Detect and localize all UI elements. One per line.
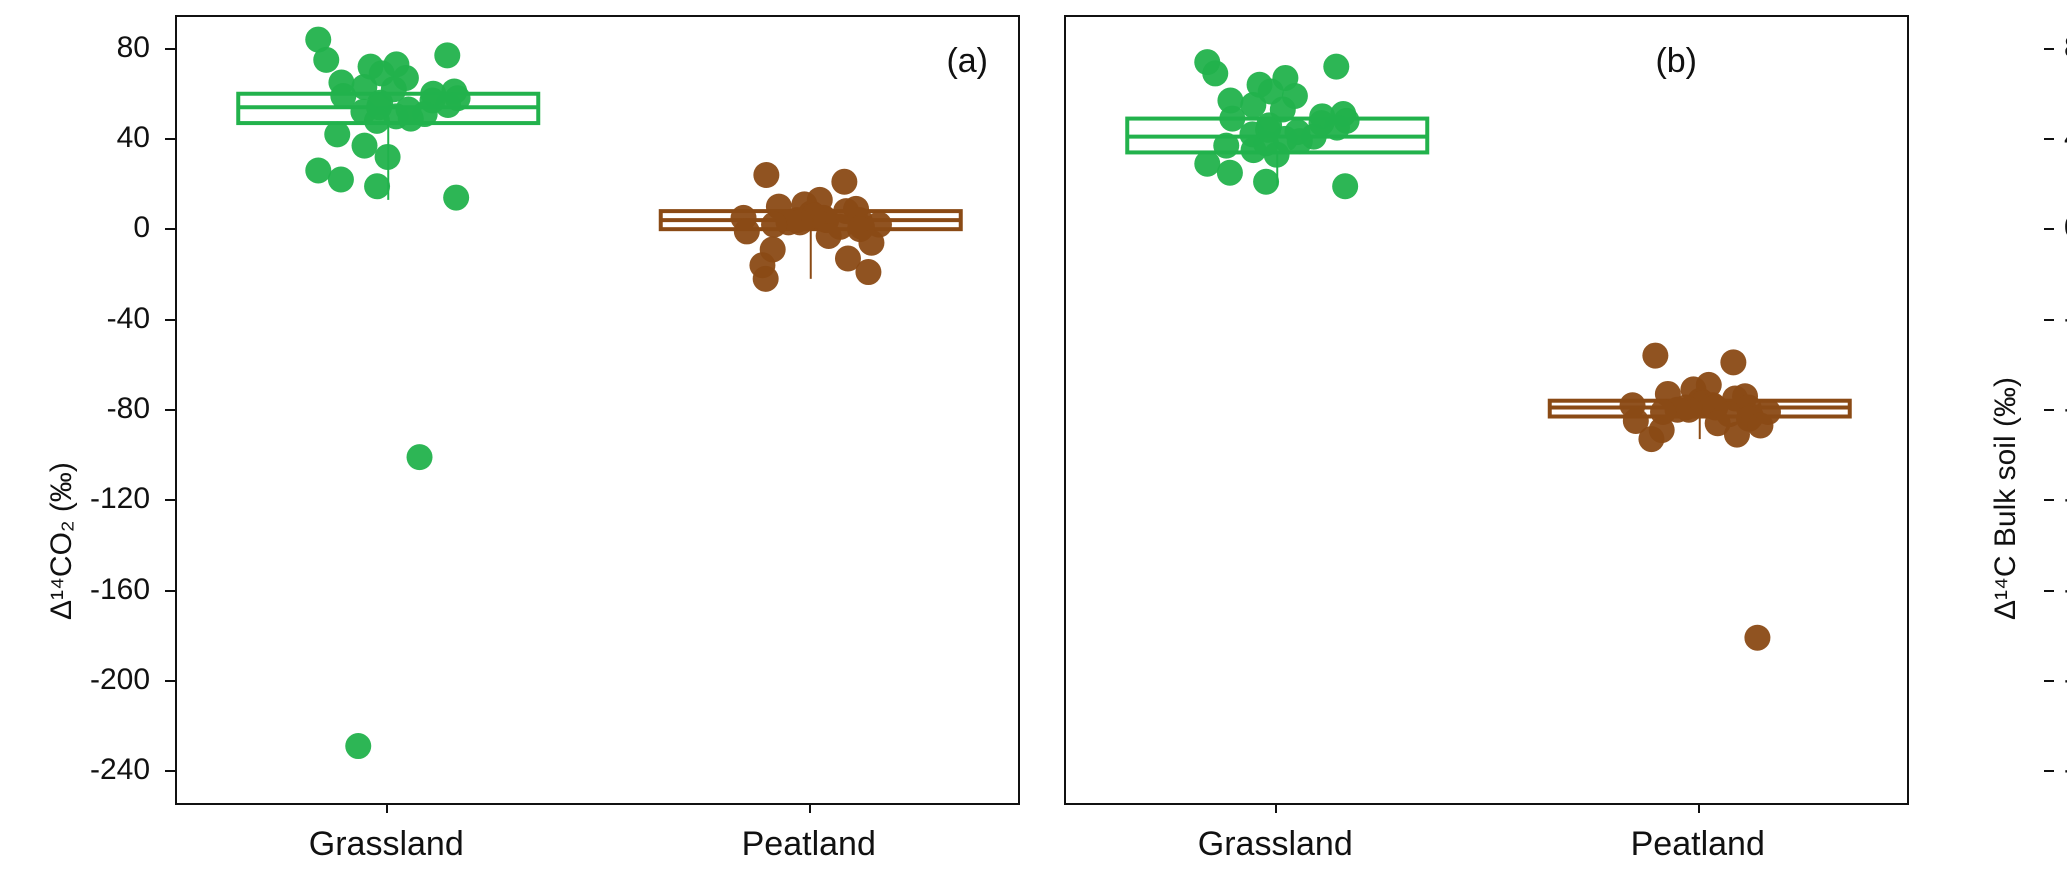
y-tick-mark [2044,680,2054,682]
data-point-grassland[interactable] [1194,151,1220,177]
data-point-peatland[interactable] [787,209,813,235]
data-point-grassland[interactable] [1323,54,1349,80]
data-point-peatland[interactable] [831,169,857,195]
data-point-peatland[interactable] [816,223,842,249]
data-point-grassland[interactable] [1213,133,1239,159]
data-point-peatland[interactable] [1724,422,1750,448]
y-tick-mark [165,590,175,592]
x-axis-label-grassland: Grassland [276,825,496,864]
data-point-grassland[interactable] [1217,160,1243,186]
y-tick-mark [165,48,175,50]
panel-a: (a) 80 40 0 -40 -80 -120 -160 -200 -240 Δ¹⁴CO₂ (… [0,0,1034,886]
y-tick-mark [165,138,175,140]
y-tick-label: -80 [20,392,150,426]
y-tick-label: -120 [20,482,150,516]
x-tick-mark [1698,803,1700,813]
x-tick-mark [809,803,811,813]
data-point-grassland[interactable] [305,157,331,183]
data-point-grassland[interactable] [313,47,339,73]
y-tick-label: 40 [20,121,150,155]
y-tick-mark [165,499,175,501]
panel-b: (b) 80 40 0 -40 -80 -120 -160 -200 -240 Δ¹⁴C Bul… [1034,0,2067,886]
data-point-peatland[interactable] [734,218,760,244]
x-axis-label-grassland: Grassland [1165,825,1385,864]
data-point-peatland[interactable] [1642,343,1668,369]
data-point-peatland[interactable] [761,212,787,238]
data-point-grassland[interactable] [345,733,371,759]
y-axis-title-b: Δ¹⁴C Bulk soil (‰) [1989,377,2023,620]
y-tick-mark [2044,319,2054,321]
data-point-grassland[interactable] [443,185,469,211]
data-point-grassland[interactable] [375,144,401,170]
boxplot-svg-b [1066,17,1911,807]
data-point-peatland[interactable] [1747,413,1773,439]
y-tick-label: -240 [20,753,150,787]
y-axis-title-a: Δ¹⁴CO₂ (‰) [45,462,79,620]
x-axis-label-peatland: Peatland [699,825,919,864]
data-point-peatland[interactable] [1744,625,1770,651]
x-tick-mark [386,803,388,813]
x-axis-label-peatland: Peatland [1588,825,1808,864]
data-point-grassland[interactable] [1253,169,1279,195]
data-point-grassland[interactable] [1202,60,1228,86]
data-point-grassland[interactable] [364,173,390,199]
y-tick-mark [2044,138,2054,140]
data-point-grassland[interactable] [1332,173,1358,199]
data-point-peatland[interactable] [1720,349,1746,375]
y-tick-label: -40 [20,302,150,336]
y-tick-label: -200 [20,663,150,697]
data-point-grassland[interactable] [407,444,433,470]
y-tick-mark [165,770,175,772]
y-tick-mark [2044,228,2054,230]
data-point-grassland[interactable] [364,108,390,134]
data-point-peatland[interactable] [1676,397,1702,423]
boxplot-svg-a [177,17,1022,807]
data-point-peatland[interactable] [753,266,779,292]
y-tick-mark [165,680,175,682]
y-tick-mark [165,409,175,411]
data-point-grassland[interactable] [1241,137,1267,163]
data-point-peatland[interactable] [1638,426,1664,452]
data-point-peatland[interactable] [858,230,884,256]
data-point-grassland[interactable] [1287,128,1313,154]
data-point-peatland[interactable] [753,162,779,188]
y-tick-mark [165,228,175,230]
plot-area-b: (b) [1064,15,1909,805]
data-point-grassland[interactable] [398,106,424,132]
y-tick-mark [2044,770,2054,772]
data-point-grassland[interactable] [1264,142,1290,168]
data-point-grassland[interactable] [324,121,350,147]
plot-area-a: (a) [175,15,1020,805]
data-point-grassland[interactable] [352,133,378,159]
y-tick-label: 80 [20,31,150,65]
y-tick-mark [165,319,175,321]
y-tick-mark [2044,409,2054,411]
x-tick-mark [1275,803,1277,813]
boxplot-figure: (a) 80 40 0 -40 -80 -120 -160 -200 -240 Δ¹⁴CO₂ (… [0,0,2067,886]
data-point-grassland[interactable] [1324,115,1350,141]
y-tick-mark [2044,590,2054,592]
y-tick-label: -160 [20,573,150,607]
y-tick-mark [2044,499,2054,501]
data-point-peatland[interactable] [855,259,881,285]
data-point-grassland[interactable] [328,167,354,193]
data-point-grassland[interactable] [435,92,461,118]
y-tick-label: 0 [20,211,150,245]
y-tick-mark [2044,48,2054,50]
data-point-grassland[interactable] [434,42,460,68]
